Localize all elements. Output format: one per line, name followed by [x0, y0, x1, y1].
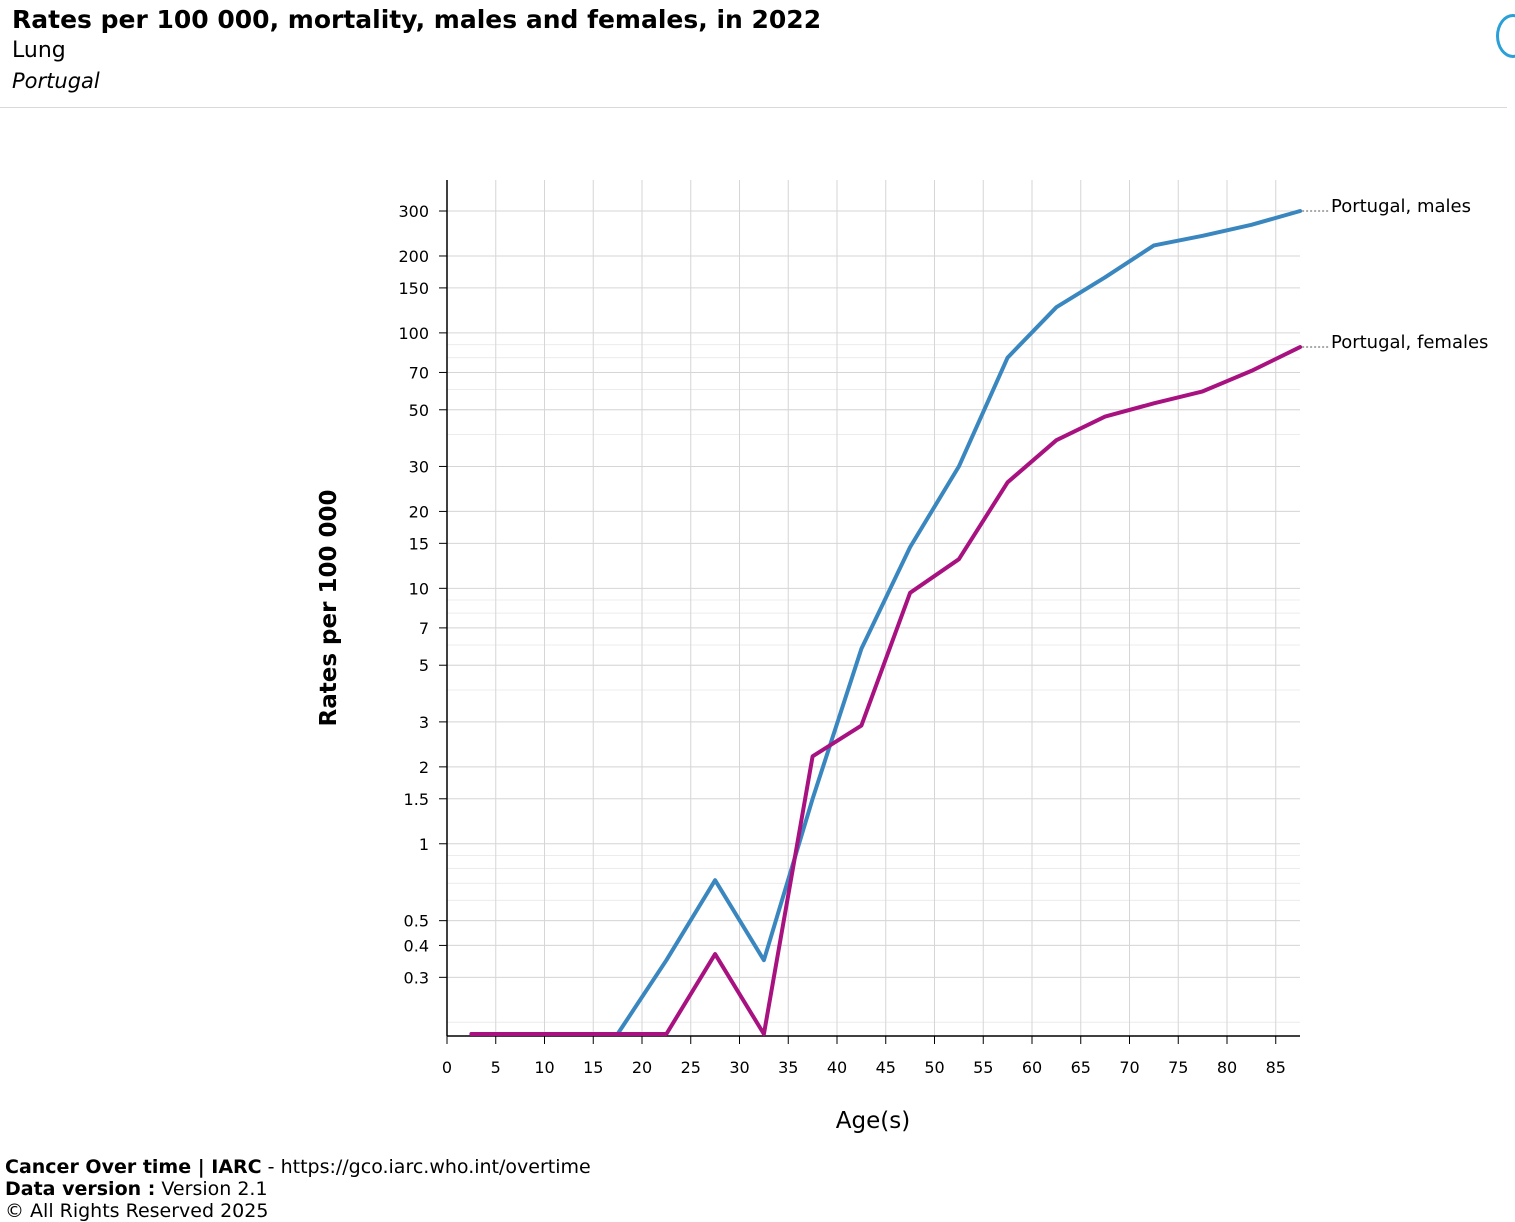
y-tick-label: 70: [409, 363, 429, 382]
x-tick-label: 35: [778, 1058, 798, 1077]
y-tick-label: 50: [409, 401, 429, 420]
population-name: Portugal: [12, 69, 100, 93]
y-tick-label: 0.5: [404, 912, 429, 931]
y-tick-label: 0.4: [404, 936, 429, 955]
y-tick-label: 1.5: [404, 790, 429, 809]
x-tick-label: 60: [1022, 1058, 1042, 1077]
x-tick-label: 25: [681, 1058, 701, 1077]
chart-header: Rates per 100 000, mortality, males and …: [12, 4, 821, 96]
x-tick-label: 20: [632, 1058, 652, 1077]
y-tick-label: 200: [398, 247, 429, 266]
x-tick-label: 75: [1168, 1058, 1188, 1077]
version-line: Data version : Version 2.1: [5, 1178, 591, 1200]
y-tick-label: 7: [419, 619, 429, 638]
chart-title: Rates per 100 000, mortality, males and …: [12, 5, 822, 34]
y-tick-label: 0.3: [404, 968, 429, 987]
x-tick-label: 70: [1119, 1058, 1139, 1077]
y-tick-label: 20: [409, 502, 429, 521]
x-tick-label: 65: [1071, 1058, 1091, 1077]
x-tick-label: 80: [1217, 1058, 1237, 1077]
y-tick-label: 3: [419, 713, 429, 732]
y-tick-label: 30: [409, 457, 429, 476]
x-tick-label: 45: [876, 1058, 896, 1077]
x-axis-title: Age(s): [836, 1108, 910, 1134]
x-tick-label: 0: [442, 1058, 452, 1077]
x-tick-label: 10: [534, 1058, 554, 1077]
y-axis-title: Rates per 100 000: [316, 490, 342, 727]
footer: Cancer Over time | IARC - https://gco.ia…: [5, 1156, 591, 1222]
source-separator: -: [261, 1156, 281, 1178]
x-tick-label: 40: [827, 1058, 847, 1077]
x-tick-label: 5: [491, 1058, 501, 1077]
rights-text: © All Rights Reserved 2025: [5, 1200, 269, 1222]
version-label: Data version :: [5, 1178, 156, 1200]
cancer-site: Lung: [12, 38, 66, 63]
series-label: Portugal, males: [1331, 196, 1471, 217]
y-tick-label: 15: [409, 534, 429, 553]
x-tick-label: 85: [1266, 1058, 1286, 1077]
version-value: Version 2.1: [155, 1178, 268, 1200]
y-tick-label: 300: [398, 202, 429, 221]
x-tick-label: 55: [973, 1058, 993, 1077]
y-tick-label: 10: [409, 579, 429, 598]
y-tick-label: 2: [419, 758, 429, 777]
source-url[interactable]: https://gco.iarc.who.int/overtime: [280, 1156, 591, 1178]
source-name: Cancer Over time | IARC: [5, 1156, 262, 1178]
x-tick-label: 15: [583, 1058, 603, 1077]
x-tick-label: 30: [729, 1058, 749, 1077]
x-tick-label: 50: [924, 1058, 944, 1077]
series-label: Portugal, females: [1331, 332, 1488, 353]
y-tick-label: 150: [398, 279, 429, 298]
y-tick-label: 100: [398, 324, 429, 343]
y-tick-label: 5: [419, 656, 429, 675]
source-line: Cancer Over time | IARC - https://gco.ia…: [5, 1156, 591, 1178]
y-tick-label: 1: [419, 835, 429, 854]
header-divider: [0, 107, 1507, 108]
series-line: [469, 345, 1303, 1036]
